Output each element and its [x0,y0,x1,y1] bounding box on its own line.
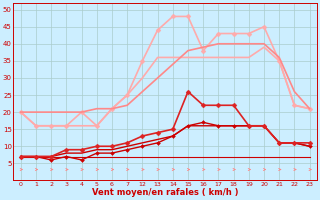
X-axis label: Vent moyen/en rafales ( km/h ): Vent moyen/en rafales ( km/h ) [92,188,238,197]
